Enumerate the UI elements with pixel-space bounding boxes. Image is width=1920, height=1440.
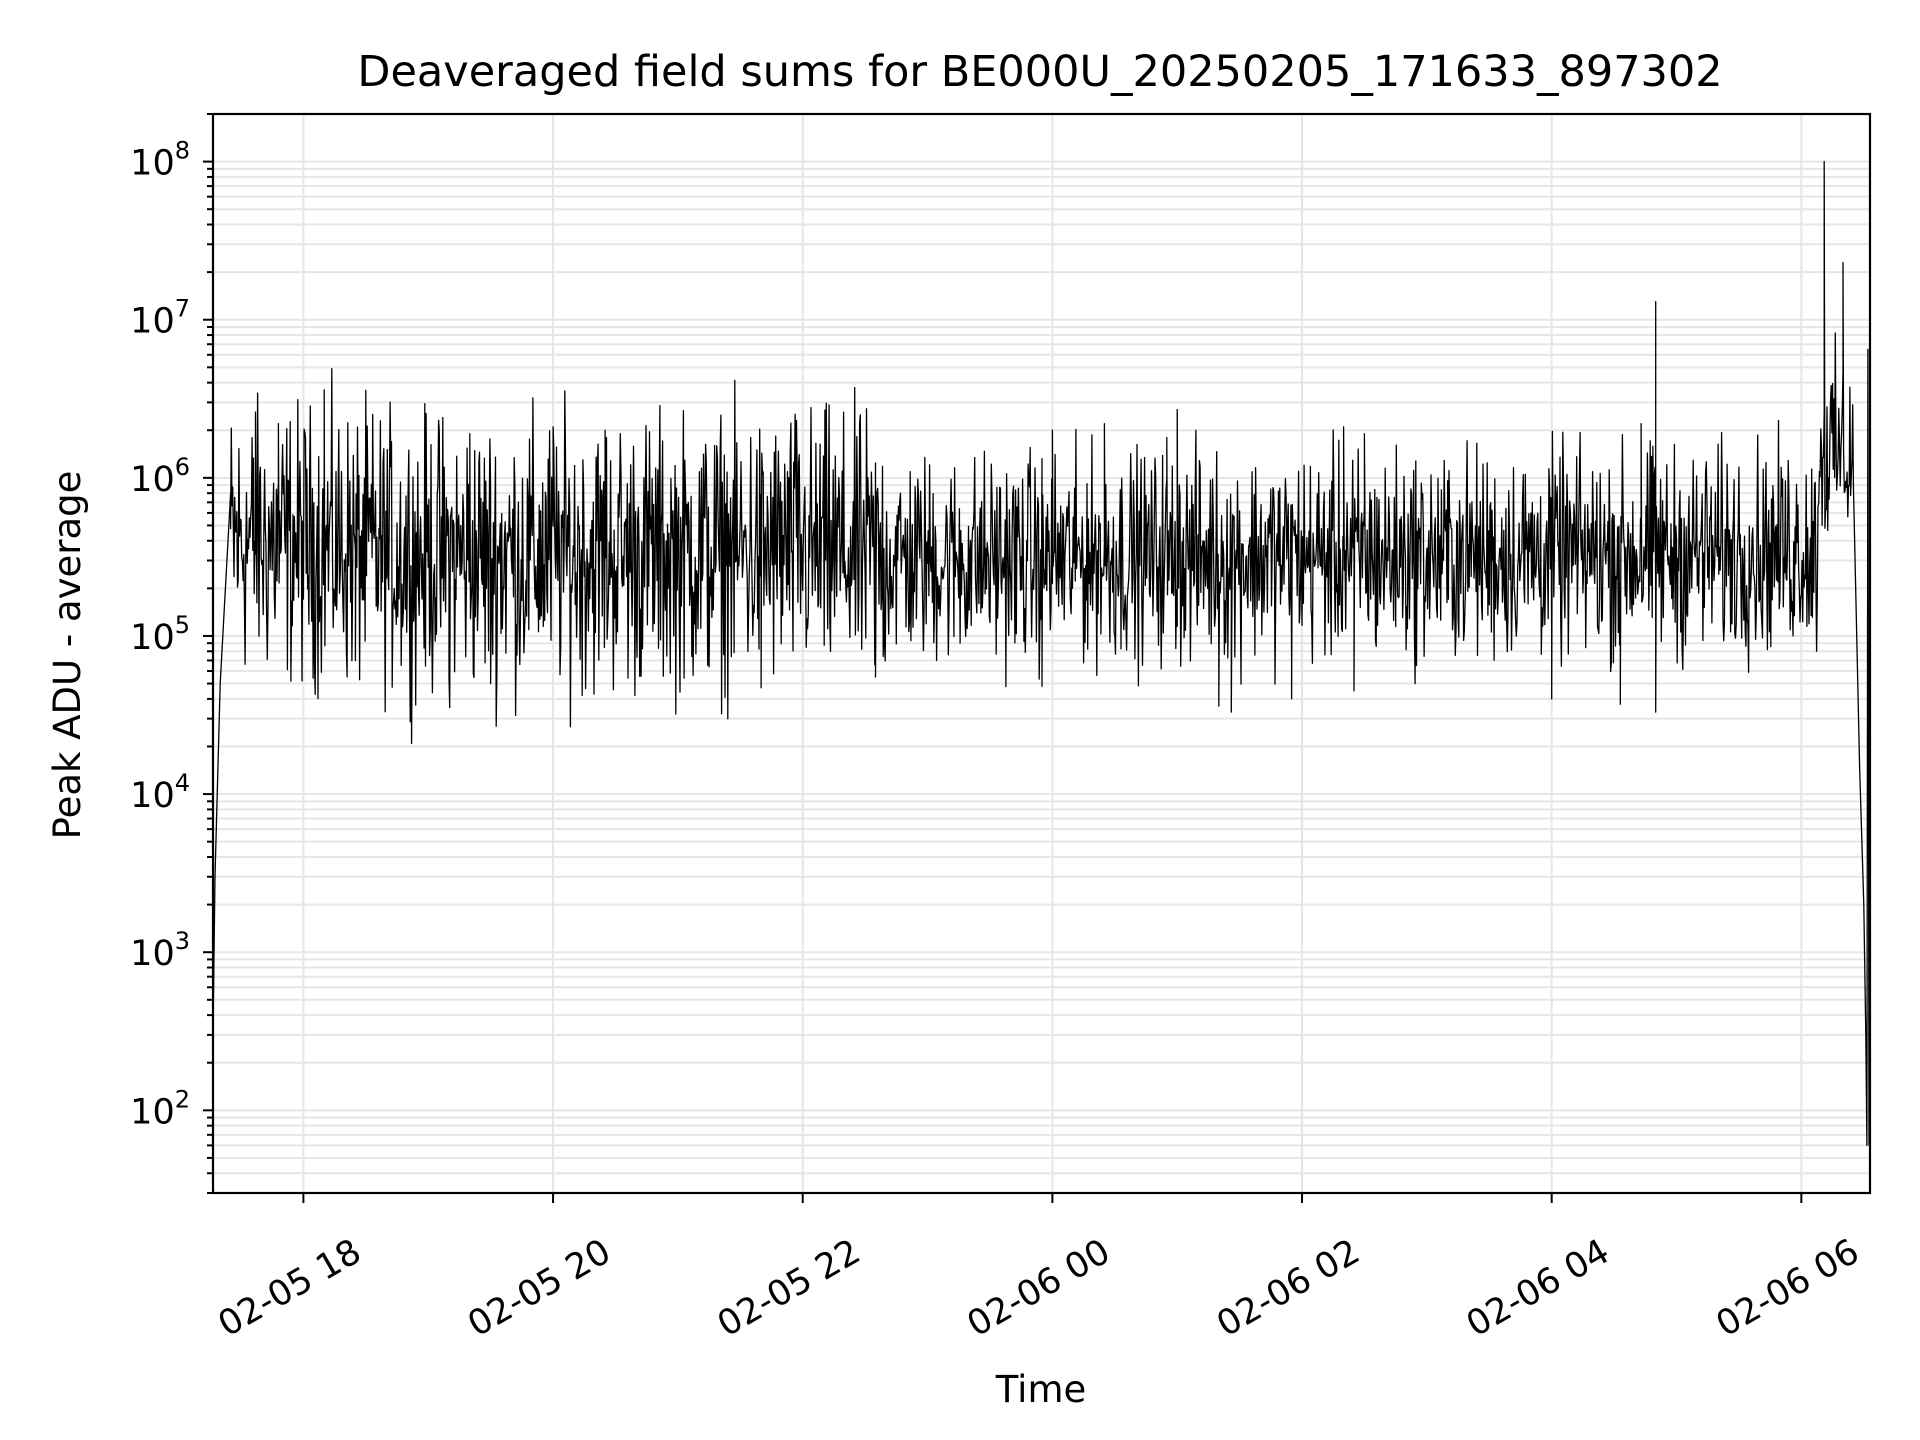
series-line (212, 160, 1870, 1147)
y-tick-label: 102 (130, 1085, 190, 1132)
y-tick-label: 106 (130, 453, 190, 500)
x-tick-label: 02-05 20 (461, 1232, 617, 1345)
chart-title: Deaveraged field sums for BE000U_2025020… (357, 47, 1722, 97)
y-axis-label: Peak ADU - average (46, 471, 89, 840)
x-tick-label: 02-05 18 (212, 1232, 368, 1345)
axes-frame (211, 112, 1872, 1195)
x-axis: 02-05 18 02-05 20 02-05 22 02-06 00 02-06 02… (212, 1193, 1866, 1345)
y-tick-label: 108 (130, 137, 190, 184)
x-tick-label: 02-06 06 (1710, 1232, 1866, 1345)
x-tick-label: 02-06 02 (1210, 1232, 1366, 1345)
y-tick-label: 107 (130, 295, 190, 342)
y-axis: 102 103 104 105 106 107 108 (130, 113, 213, 1194)
y-tick-label: 103 (130, 927, 190, 974)
x-tick-label: 02-06 04 (1460, 1232, 1616, 1345)
x-axis-label: Time (995, 1368, 1087, 1411)
plot-area (212, 160, 1870, 1147)
x-tick-label: 02-06 00 (961, 1232, 1117, 1345)
x-tick-label: 02-05 22 (711, 1232, 867, 1345)
y-tick-label: 105 (130, 611, 190, 658)
y-tick-label: 104 (130, 769, 190, 816)
